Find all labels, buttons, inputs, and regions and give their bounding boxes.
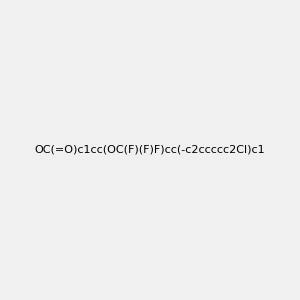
Text: OC(=O)c1cc(OC(F)(F)F)cc(-c2ccccc2Cl)c1: OC(=O)c1cc(OC(F)(F)F)cc(-c2ccccc2Cl)c1 <box>35 145 265 155</box>
